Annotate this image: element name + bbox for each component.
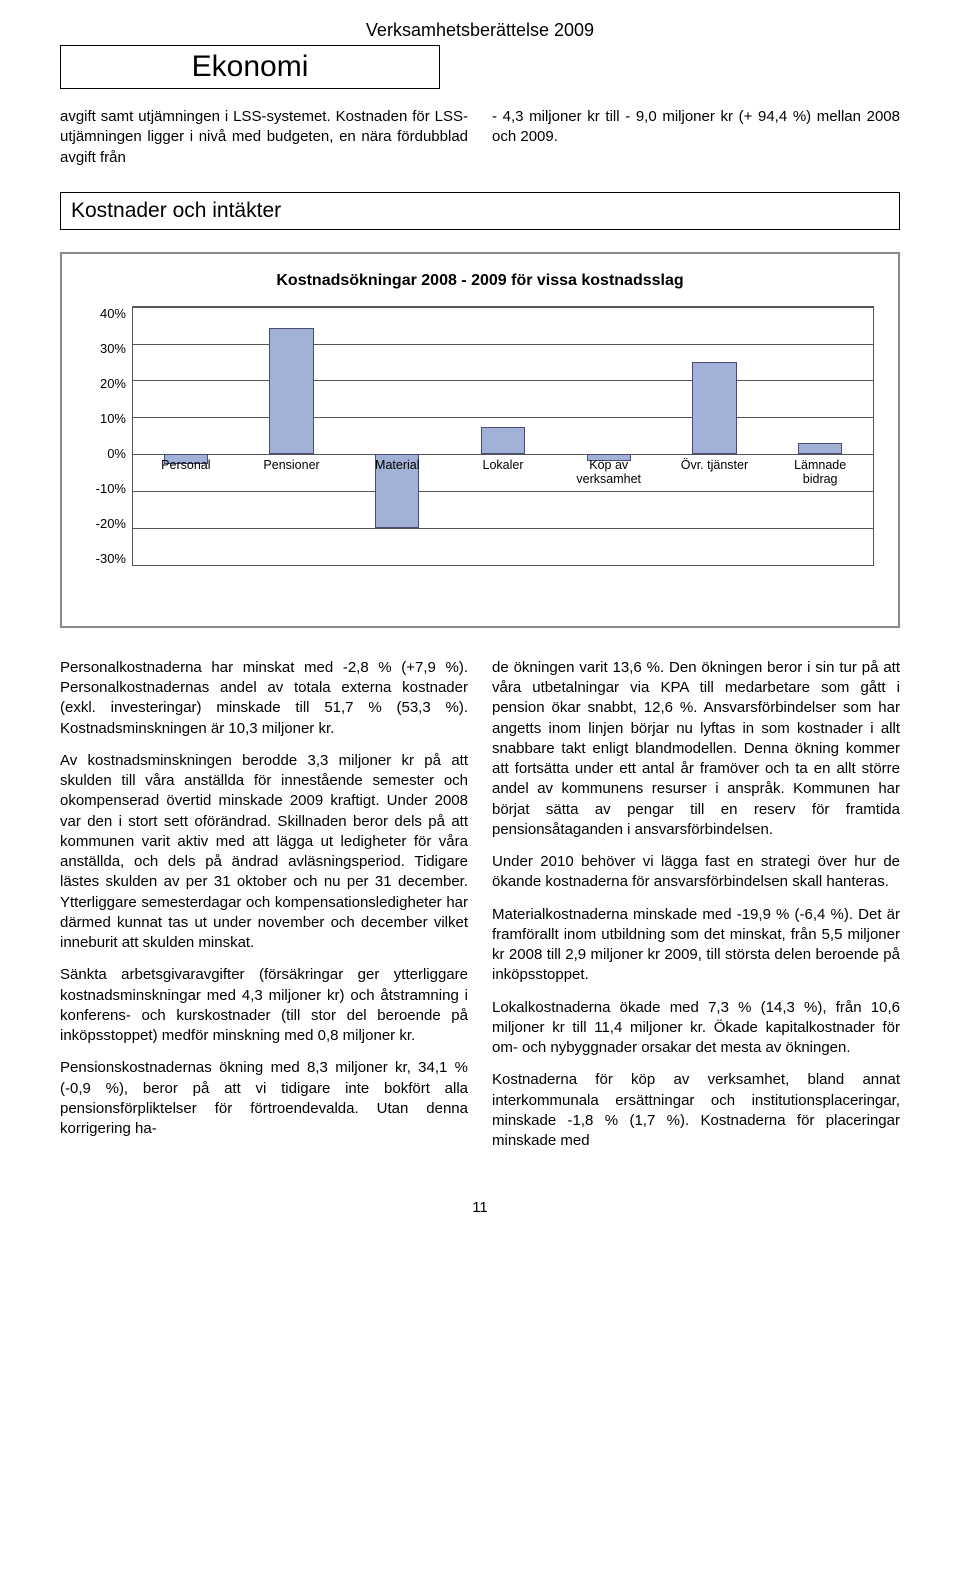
chart-y-axis: 40% 30% 20% 10% 0% -10% -20% -30% xyxy=(86,306,132,566)
body-paragraph: de ökningen varit 13,6 %. Den ökningen b… xyxy=(492,658,900,840)
y-tick-label: -30% xyxy=(86,551,126,566)
body-columns: Personalkostnaderna har minskat med -2,8… xyxy=(60,658,900,1164)
page-number: 11 xyxy=(60,1199,900,1216)
chart-title: Kostnadsökningar 2008 - 2009 för vissa k… xyxy=(86,272,874,290)
body-paragraph: Under 2010 behöver vi lägga fast en stra… xyxy=(492,852,900,893)
chart-plot-area: PersonalPensionerMaterialLokalerKöp av v… xyxy=(132,306,874,566)
chart-bar xyxy=(798,443,842,454)
body-paragraph: Lokalkostnaderna ökade med 7,3 % (14,3 %… xyxy=(492,998,900,1059)
y-tick-label: 10% xyxy=(86,411,126,426)
body-paragraph: Kostnaderna för köp av verksamhet, bland… xyxy=(492,1070,900,1151)
page-title-box: Ekonomi xyxy=(60,45,440,89)
gridline xyxy=(133,417,873,418)
x-tick-label: Pensioner xyxy=(239,458,345,472)
y-tick-label: -10% xyxy=(86,481,126,496)
body-paragraph: Materialkostnaderna minskade med -19,9 %… xyxy=(492,905,900,986)
gridline xyxy=(133,491,873,492)
gridline xyxy=(133,454,873,455)
y-tick-label: 20% xyxy=(86,376,126,391)
chart-container: Kostnadsökningar 2008 - 2009 för vissa k… xyxy=(60,252,900,628)
x-tick-label: Lokaler xyxy=(450,458,556,472)
chart-bar xyxy=(269,328,313,454)
body-left-column: Personalkostnaderna har minskat med -2,8… xyxy=(60,658,468,1164)
y-tick-label: -20% xyxy=(86,516,126,531)
chart-body: 40% 30% 20% 10% 0% -10% -20% -30% PersonalPensi… xyxy=(86,306,874,608)
section-heading: Kostnader och intäkter xyxy=(60,192,900,230)
body-paragraph: Pensionskostnadernas ökning med 8,3 milj… xyxy=(60,1058,468,1139)
chart-bar xyxy=(692,362,736,454)
x-tick-label: Lämnade bidrag xyxy=(767,458,873,486)
body-paragraph: Personalkostnaderna har minskat med -2,8… xyxy=(60,658,468,739)
intro-right: - 4,3 miljoner kr till - 9,0 miljoner kr… xyxy=(492,107,900,168)
gridline xyxy=(133,344,873,345)
intro-left: avgift samt utjämningen i LSS-systemet. … xyxy=(60,107,468,168)
body-right-column: de ökningen varit 13,6 %. Den ökningen b… xyxy=(492,658,900,1164)
x-tick-label: Övr. tjänster xyxy=(662,458,768,472)
y-tick-label: 30% xyxy=(86,341,126,356)
body-paragraph: Av kostnadsminskningen berodde 3,3 miljo… xyxy=(60,751,468,954)
x-tick-label: Material xyxy=(344,458,450,472)
document-header: Verksamhetsberättelse 2009 xyxy=(60,20,900,41)
body-paragraph: Sänkta arbetsgivaravgifter (försäkringar… xyxy=(60,965,468,1046)
gridline xyxy=(133,565,873,566)
x-tick-label: Köp av verksamhet xyxy=(556,458,662,486)
gridline xyxy=(133,380,873,381)
gridline xyxy=(133,307,873,308)
x-tick-label: Personal xyxy=(133,458,239,472)
gridline xyxy=(133,528,873,529)
intro-columns: avgift samt utjämningen i LSS-systemet. … xyxy=(60,107,900,168)
y-tick-label: 40% xyxy=(86,306,126,321)
chart-bar xyxy=(481,427,525,454)
y-tick-label: 0% xyxy=(86,446,126,461)
